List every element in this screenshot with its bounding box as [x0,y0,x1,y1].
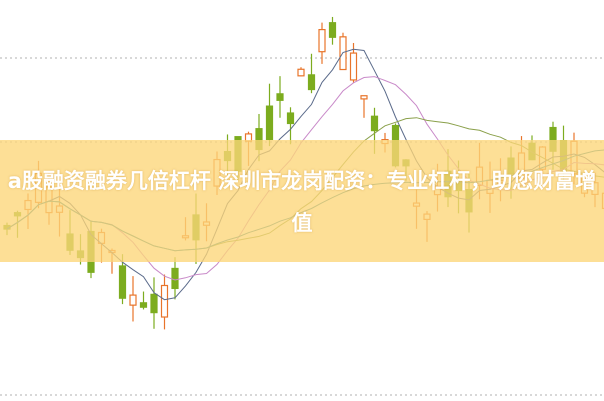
article-title: a股融资融券几倍杠杆 深圳市龙岗配资：专业杠杆，助您财富增值 [7,169,597,235]
rising-candle [129,294,137,306]
rising-candle [318,29,326,53]
rising-candle [160,284,169,318]
rising-candle [360,95,368,100]
rising-candle [297,68,305,77]
falling-candle [139,302,148,308]
falling-candle [118,265,127,299]
falling-candle [171,267,179,290]
rising-candle [349,52,358,81]
falling-candle [265,105,274,141]
falling-candle [307,74,316,91]
falling-candle [328,22,337,38]
title-banner [0,140,604,262]
falling-candle [286,112,295,125]
falling-candle [276,93,284,101]
falling-candle [150,293,158,314]
falling-candle [370,115,379,132]
